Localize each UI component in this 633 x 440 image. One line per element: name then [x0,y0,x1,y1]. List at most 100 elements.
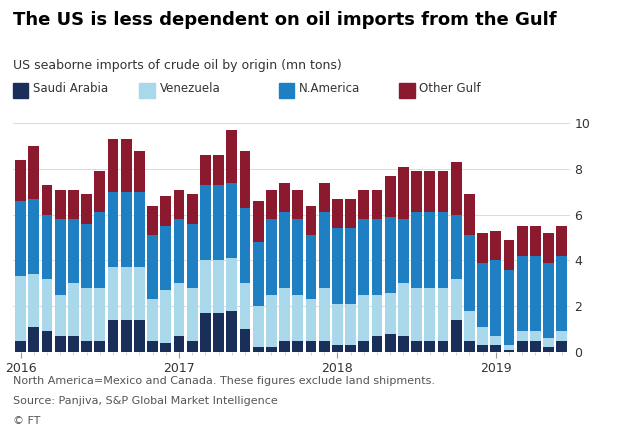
Bar [266,190,277,219]
Bar [227,130,237,183]
Bar [464,341,475,352]
Bar [385,293,396,334]
Bar [437,341,448,352]
Bar [306,205,316,235]
Text: North America=Mexico and Canada. These figures exclude land shipments.: North America=Mexico and Canada. These f… [13,376,435,386]
Bar [200,185,211,260]
Bar [372,295,382,336]
Bar [42,331,53,352]
Bar [504,350,515,352]
Bar [94,213,105,288]
Bar [477,263,488,327]
Bar [239,150,251,208]
Bar [121,320,132,352]
Bar [319,288,330,341]
Bar [543,338,554,348]
Bar [173,219,184,283]
Bar [319,183,330,213]
Bar [253,306,263,348]
Bar [121,268,132,320]
Bar [543,263,554,338]
Bar [424,288,436,341]
Bar [81,224,92,288]
Bar [491,231,501,260]
Bar [385,334,396,352]
Bar [385,176,396,217]
Bar [411,341,422,352]
Bar [266,348,277,352]
Bar [28,327,39,352]
Bar [266,295,277,348]
Bar [108,320,118,352]
Bar [187,224,197,288]
Bar [556,331,567,341]
Bar [398,336,409,352]
Bar [15,160,26,201]
Bar [319,213,330,288]
Bar [134,192,145,268]
Bar [424,171,436,213]
Bar [556,256,567,331]
Bar [213,260,224,313]
Bar [504,345,515,350]
Bar [332,345,343,352]
Bar [464,194,475,235]
Bar [464,235,475,311]
Bar [358,219,369,295]
Bar [147,299,158,341]
Bar [253,242,263,306]
Bar [491,336,501,345]
Text: © FT: © FT [13,416,40,426]
Bar [543,348,554,352]
Bar [253,201,263,242]
Bar [15,276,26,341]
Text: Other Gulf: Other Gulf [419,81,480,95]
Bar [464,311,475,341]
Bar [372,336,382,352]
Bar [491,260,501,336]
Bar [411,213,422,288]
Text: Saudi Arabia: Saudi Arabia [33,81,108,95]
Bar [306,235,316,299]
Bar [556,226,567,256]
Bar [411,288,422,341]
Bar [517,331,527,341]
Bar [279,288,290,341]
Bar [477,345,488,352]
Bar [121,192,132,268]
Bar [68,283,78,336]
Bar [134,320,145,352]
Bar [345,345,356,352]
Bar [530,226,541,256]
Bar [108,268,118,320]
Bar [147,235,158,299]
Bar [451,279,461,320]
Bar [530,331,541,341]
Bar [227,183,237,258]
Bar [437,213,448,288]
Bar [556,341,567,352]
Bar [213,313,224,352]
Bar [28,146,39,199]
Bar [68,190,78,219]
Bar [517,226,527,256]
Bar [239,329,251,352]
Bar [437,288,448,341]
Bar [160,226,171,290]
Bar [160,290,171,343]
Bar [358,190,369,219]
Bar [437,171,448,213]
Bar [306,299,316,341]
Bar [173,190,184,219]
Bar [68,336,78,352]
Bar [227,311,237,352]
Bar [332,228,343,304]
Bar [530,341,541,352]
Bar [424,213,436,288]
Bar [372,219,382,295]
Bar [134,150,145,192]
Bar [239,208,251,283]
Bar [517,256,527,331]
Bar [424,341,436,352]
Bar [543,233,554,263]
